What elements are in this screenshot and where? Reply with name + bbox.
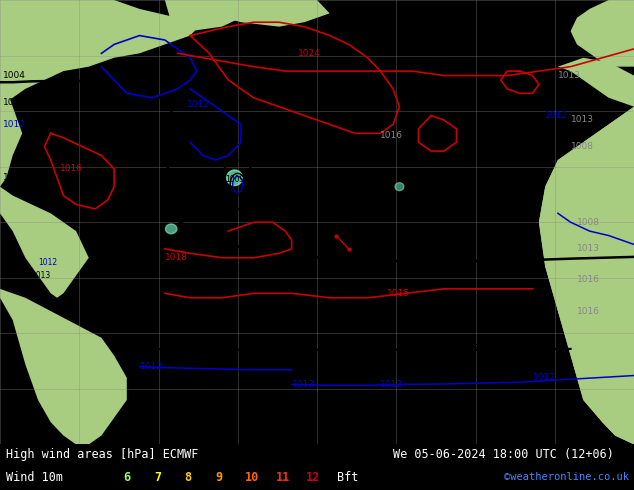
Circle shape [41,265,48,269]
Text: 1009: 1009 [225,175,245,185]
Text: 1016: 1016 [60,164,83,173]
Text: 1013: 1013 [95,245,118,253]
Text: 1004: 1004 [3,71,26,80]
Text: 1016: 1016 [380,131,403,140]
Text: 1013: 1013 [571,116,593,124]
Polygon shape [539,107,634,444]
Circle shape [36,251,41,255]
Polygon shape [165,0,254,31]
Text: 1012: 1012 [187,100,210,109]
Text: 1012: 1012 [292,380,314,389]
Text: 1013: 1013 [558,71,581,80]
Text: 11: 11 [276,471,290,484]
Text: 7: 7 [154,471,161,484]
Text: 1012: 1012 [3,120,26,129]
Ellipse shape [165,224,177,234]
Text: 10: 10 [245,471,259,484]
Text: 1016: 1016 [577,275,600,285]
Text: 1008: 1008 [571,142,593,151]
Text: 8: 8 [184,471,191,484]
Text: 1012: 1012 [38,258,57,267]
Polygon shape [0,0,22,187]
Polygon shape [558,58,634,107]
Text: 1013: 1013 [577,245,600,253]
Text: High wind areas [hPa] ECMWF: High wind areas [hPa] ECMWF [6,448,198,461]
Text: 1012: 1012 [380,380,403,389]
Circle shape [47,246,55,251]
Text: Bft: Bft [337,471,358,484]
Text: 1012: 1012 [545,111,568,120]
Polygon shape [0,0,203,107]
Polygon shape [539,107,634,444]
Ellipse shape [226,170,242,186]
Text: 1013: 1013 [456,344,479,353]
Text: 1012: 1012 [139,362,162,371]
Text: 1013: 1013 [225,187,244,196]
Ellipse shape [395,183,404,191]
Text: We 05-06-2024 18:00 UTC (12+06): We 05-06-2024 18:00 UTC (12+06) [393,448,614,461]
Circle shape [60,256,67,260]
Text: ©weatheronline.co.uk: ©weatheronline.co.uk [504,472,629,482]
Text: 1013: 1013 [216,198,238,207]
Text: 9: 9 [215,471,222,484]
Text: 1013: 1013 [254,344,276,353]
Text: 1018: 1018 [165,253,188,262]
Text: Wind 10m: Wind 10m [6,471,63,484]
Text: 1015: 1015 [387,289,410,298]
Polygon shape [190,0,330,26]
Text: 1016: 1016 [577,307,600,316]
Text: 6: 6 [124,471,131,484]
Text: 1008: 1008 [577,218,600,227]
Text: 1013: 1013 [89,78,112,87]
Polygon shape [571,0,634,67]
Polygon shape [0,187,89,298]
Text: 1024: 1024 [298,49,321,58]
Text: 12: 12 [306,471,320,484]
Text: 1012: 1012 [533,373,555,382]
Text: 1013: 1013 [32,271,51,280]
Text: 1008: 1008 [3,98,26,107]
Text: 1013: 1013 [3,173,26,182]
Polygon shape [0,289,127,444]
